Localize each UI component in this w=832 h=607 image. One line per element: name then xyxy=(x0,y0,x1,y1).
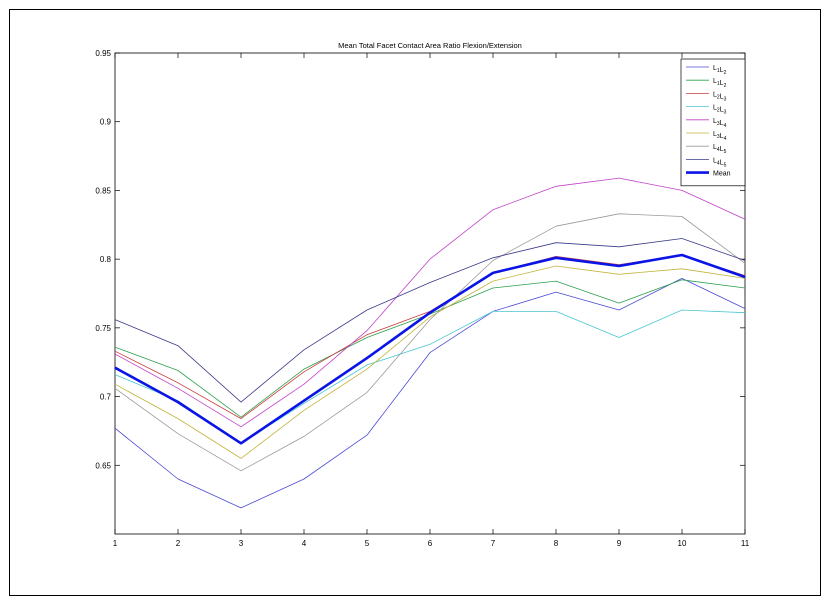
plot-area xyxy=(114,52,746,535)
x-tick-label: 1 xyxy=(113,539,118,548)
series-line-6 xyxy=(114,265,746,459)
axes: 1 2 3 4 5 6 7 8 9 10 11 0.65 0.7 0.75 0.8 0.85 0.9 0.95 xyxy=(95,49,749,548)
series-line-7 xyxy=(114,213,746,472)
x-tick-label: 7 xyxy=(491,539,496,548)
y-tick-label: 0.95 xyxy=(95,49,111,58)
y-tick-label: 0.7 xyxy=(100,393,112,402)
legend-entry: L3L4 xyxy=(713,118,727,129)
legend-entry: L2L3 xyxy=(713,105,727,116)
x-tick-label: 2 xyxy=(176,539,181,548)
chart-title: Mean Total Facet Contact Area Ratio Flex… xyxy=(338,41,522,50)
y-tick-label: 0.8 xyxy=(100,255,112,264)
legend-entry: L4L5 xyxy=(713,157,727,168)
legend-entry: L4L5 xyxy=(713,144,727,155)
legend-entry: L3L4 xyxy=(713,131,727,142)
series-line-1 xyxy=(114,277,746,509)
x-tick-label: 9 xyxy=(617,539,622,548)
legend: L1L2 L1L2 L2L3 L2L3 L3L4 L3L4 L4L5 L4L5 Mean xyxy=(680,58,746,187)
x-tick-label: 6 xyxy=(428,539,433,548)
y-tick-label: 0.65 xyxy=(95,461,111,470)
series-line-5 xyxy=(114,177,746,428)
x-tick-label: 10 xyxy=(678,539,687,548)
y-tick-label: 0.9 xyxy=(100,118,112,127)
legend-entry: L1L2 xyxy=(713,65,727,76)
legend-entry: Mean xyxy=(713,171,731,178)
x-tick-label: 5 xyxy=(365,539,370,548)
series-lines xyxy=(114,177,746,509)
series-line-8 xyxy=(114,238,746,403)
figure-frame xyxy=(9,9,821,596)
y-tick-label: 0.85 xyxy=(95,186,111,195)
legend-entry: L1L2 xyxy=(713,78,727,89)
series-line-9 xyxy=(114,253,746,445)
x-tick-label: 11 xyxy=(741,539,750,548)
y-tick-label: 0.75 xyxy=(95,324,111,333)
x-tick-label: 4 xyxy=(302,539,307,548)
x-tick-label: 8 xyxy=(554,539,559,548)
x-tick-label: 3 xyxy=(239,539,244,548)
legend-entry: L2L3 xyxy=(713,91,727,102)
